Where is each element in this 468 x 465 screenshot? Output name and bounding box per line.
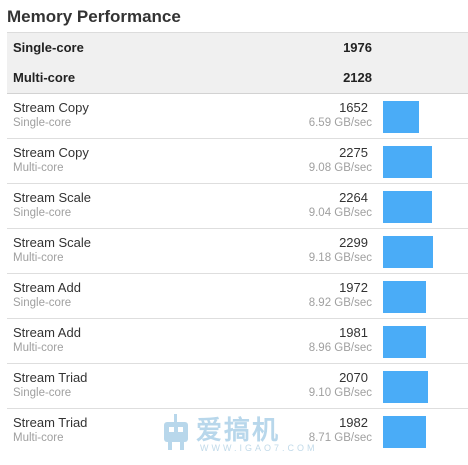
test-score: 2264 xyxy=(339,190,368,205)
test-score: 1981 xyxy=(339,325,368,340)
summary-row-multi-core: Multi-core 2128 xyxy=(7,63,468,93)
test-score: 1972 xyxy=(339,280,368,295)
watermark-text: 爱搞机 xyxy=(196,415,281,445)
score-bar xyxy=(383,416,426,448)
test-rate: 8.96 GB/sec xyxy=(308,342,372,354)
test-name: Stream Scale xyxy=(13,190,92,205)
summary-row-single-core: Single-core 1976 xyxy=(7,33,468,63)
table-row: Stream Scale Multi-core 2299 9.18 GB/sec xyxy=(7,229,468,274)
test-rate: 9.08 GB/sec xyxy=(308,162,372,174)
section-title: Memory Performance xyxy=(7,7,181,26)
memory-performance-table: Single-core 1976 Multi-core 2128 Stream … xyxy=(7,32,468,453)
test-name: Stream Triad xyxy=(13,415,88,430)
test-mode: Single-core xyxy=(13,297,72,309)
test-rate: 8.92 GB/sec xyxy=(308,297,372,309)
test-score: 2299 xyxy=(339,235,368,250)
test-rate: 9.04 GB/sec xyxy=(308,207,372,219)
table-row: Stream Add Single-core 1972 8.92 GB/sec xyxy=(7,274,468,319)
robot-logo-icon xyxy=(164,414,188,450)
test-rate: 8.71 GB/sec xyxy=(308,432,372,444)
summary-label: Multi-core xyxy=(13,70,76,85)
test-mode: Multi-core xyxy=(13,162,64,174)
test-rate: 9.18 GB/sec xyxy=(308,252,372,264)
test-mode: Multi-core xyxy=(13,432,64,444)
summary-block: Single-core 1976 Multi-core 2128 xyxy=(7,32,468,94)
test-mode: Single-core xyxy=(13,207,72,219)
watermark-url: WWW.IGAO7.COM xyxy=(200,443,318,453)
test-rate: 6.59 GB/sec xyxy=(308,117,372,129)
test-mode: Multi-core xyxy=(13,252,64,264)
score-bar xyxy=(383,281,426,313)
test-mode: Single-core xyxy=(13,387,72,399)
table-row: Stream Copy Multi-core 2275 9.08 GB/sec xyxy=(7,139,468,184)
test-rate: 9.10 GB/sec xyxy=(308,387,372,399)
score-bar xyxy=(383,101,419,133)
score-bar xyxy=(383,146,432,178)
test-mode: Single-core xyxy=(13,117,72,129)
test-name: Stream Add xyxy=(13,325,81,340)
test-score: 2275 xyxy=(339,145,368,160)
score-bar xyxy=(383,326,426,358)
test-score: 1652 xyxy=(339,100,368,115)
test-name: Stream Copy xyxy=(13,145,89,160)
score-bar xyxy=(383,371,428,403)
score-bar xyxy=(383,236,433,268)
table-row: Stream Scale Single-core 2264 9.04 GB/se… xyxy=(7,184,468,229)
table-row: Stream Copy Single-core 1652 6.59 GB/sec xyxy=(7,94,468,139)
table-row: Stream Add Multi-core 1981 8.96 GB/sec xyxy=(7,319,468,364)
summary-score: 2128 xyxy=(343,70,372,85)
summary-score: 1976 xyxy=(343,40,372,55)
test-mode: Multi-core xyxy=(13,342,64,354)
watermark-logo: 爱搞机 WWW.IGAO7.COM xyxy=(160,410,315,460)
table-row: Stream Triad Single-core 2070 9.10 GB/se… xyxy=(7,364,468,409)
test-score: 1982 xyxy=(339,415,368,430)
test-name: Stream Copy xyxy=(13,100,89,115)
score-bar xyxy=(383,191,432,223)
table-row: Stream Triad Multi-core 1982 8.71 GB/sec xyxy=(7,409,468,453)
test-name: Stream Add xyxy=(13,280,81,295)
test-name: Stream Triad xyxy=(13,370,88,385)
test-name: Stream Scale xyxy=(13,235,92,250)
test-score: 2070 xyxy=(339,370,368,385)
summary-label: Single-core xyxy=(13,40,84,55)
